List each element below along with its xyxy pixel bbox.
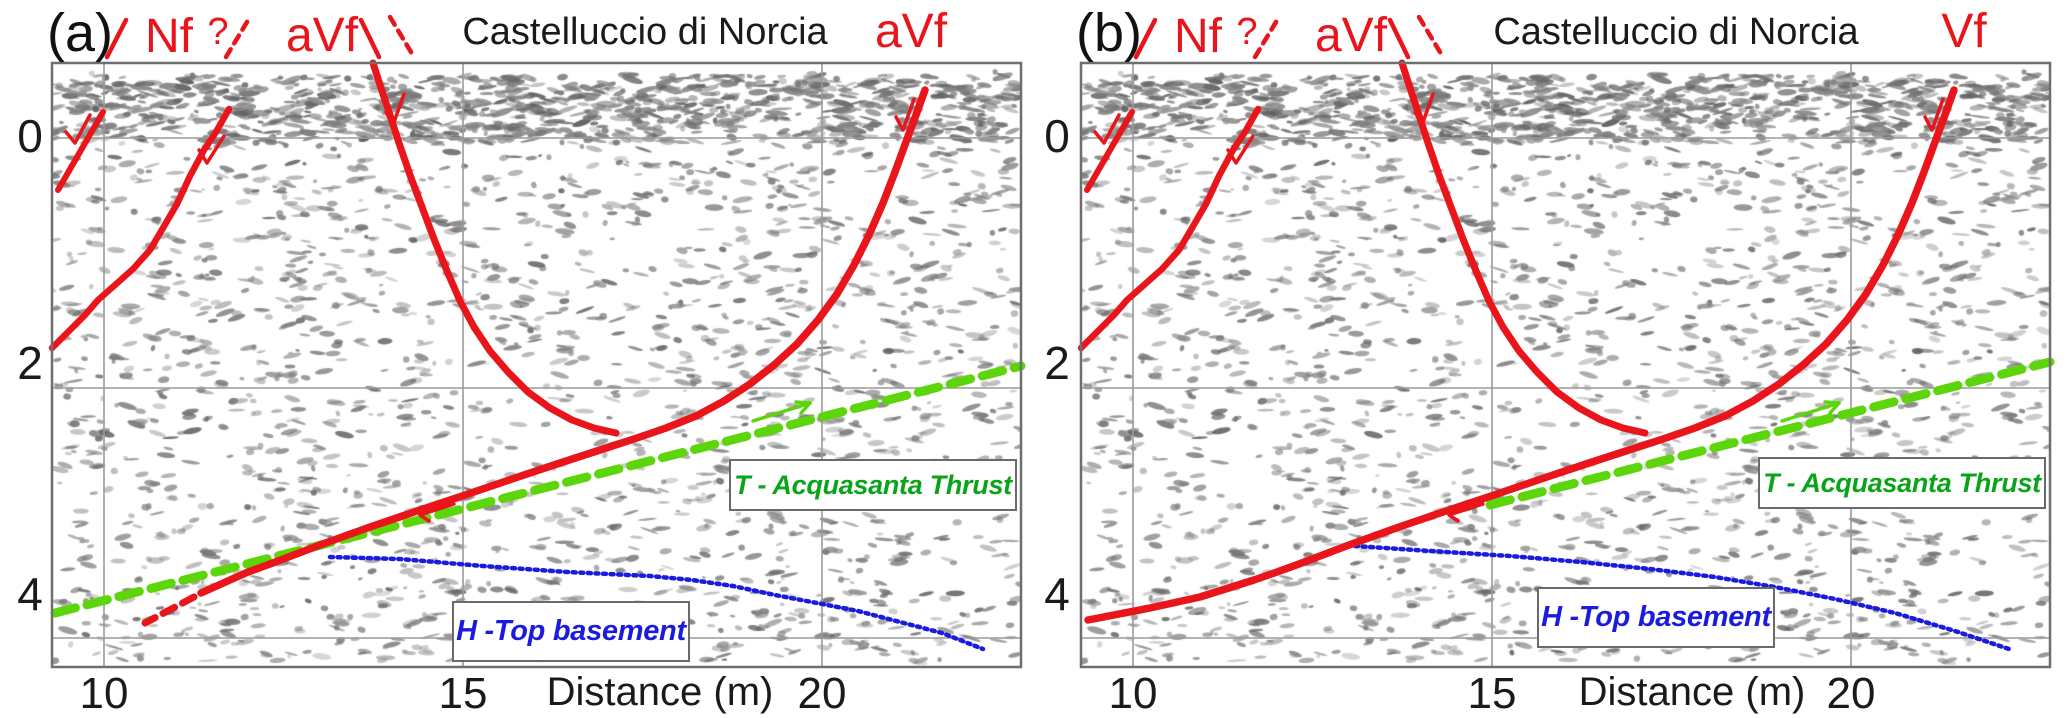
thrust-label-b: T - Acquasanta Thrust	[1763, 467, 2041, 498]
basement-label-box-b: H -Top basement	[1537, 587, 1775, 648]
y-tick-2-b: 2	[1044, 337, 1070, 389]
panel-label-b: (b)	[1076, 3, 1142, 63]
thrust-label-a: T - Acquasanta Thrust	[734, 469, 1012, 500]
thrust-label-box-a: T - Acquasanta Thrust	[729, 459, 1017, 511]
x-tick-20-b: 20	[1826, 669, 1876, 718]
y-tick-4-a: 4	[17, 568, 43, 620]
radargram-canvas-a	[52, 63, 1021, 667]
fault-label-avf-right-a: aVf	[874, 5, 948, 58]
x-axis-title-b: Distance (m)	[1578, 670, 1806, 714]
basement-label-b: H -Top basement	[1541, 601, 1771, 633]
y-tick-4-b: 4	[1044, 568, 1070, 620]
x-axis-title-a: Distance (m)	[546, 670, 774, 714]
basement-label-box-a: H -Top basement	[452, 601, 690, 662]
uncertainty-question-mark-b: ?	[1236, 11, 1258, 53]
x-tick-20-a: 20	[797, 669, 847, 718]
uncertainty-question-mark-a: ?	[207, 11, 229, 53]
fault-label-nf-a: Nf	[145, 10, 193, 63]
fault-label-vf-right-b: Vf	[1941, 5, 1987, 58]
fault-label-avf-a: aVf	[285, 9, 359, 62]
y-tick-2-a: 2	[17, 337, 43, 389]
section-title-b: Castelluccio di Norcia	[1493, 11, 1859, 53]
panel-label-a: (a)	[47, 3, 113, 63]
x-tick-10-b: 10	[1108, 669, 1158, 718]
radargram-canvas-b	[1081, 63, 2050, 667]
x-tick-15-a: 15	[438, 669, 488, 718]
x-tick-10-a: 10	[79, 669, 129, 718]
section-title-a: Castelluccio di Norcia	[462, 11, 828, 53]
x-tick-15-b: 15	[1467, 669, 1517, 718]
y-tick-0-a: 0	[17, 110, 43, 162]
fault-label-nf-b: Nf	[1174, 10, 1222, 63]
thrust-label-box-b: T - Acquasanta Thrust	[1758, 457, 2046, 509]
y-tick-0-b: 0	[1044, 110, 1070, 162]
fault-label-avf-b: aVf	[1314, 9, 1388, 62]
basement-label-a: H -Top basement	[456, 615, 686, 647]
